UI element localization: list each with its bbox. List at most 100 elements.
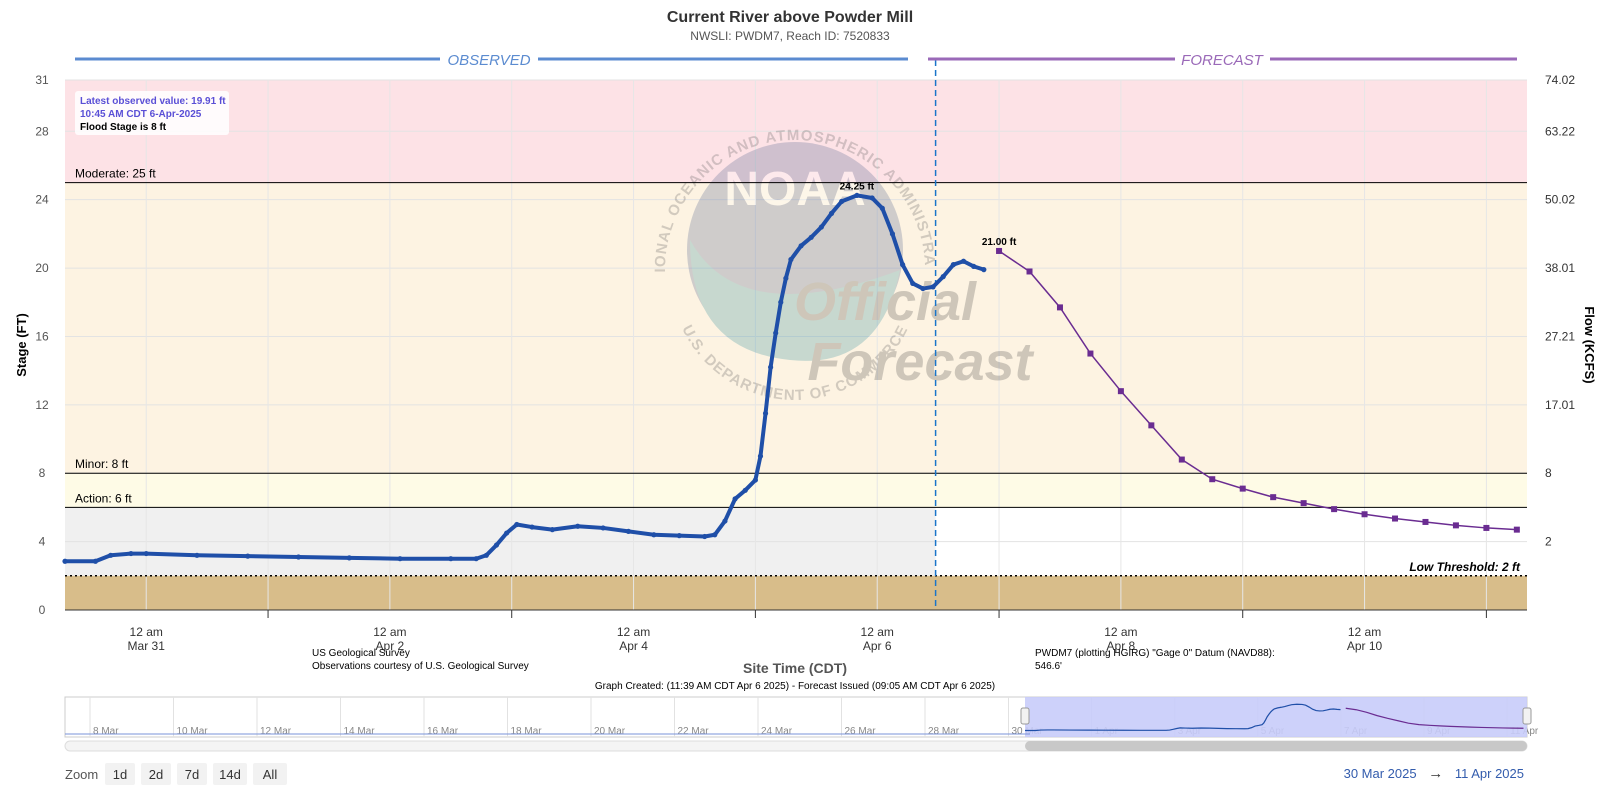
forecast-point-0 <box>996 247 1003 254</box>
observed-point-33 <box>778 299 784 305</box>
forecast-point-4 <box>1117 388 1124 395</box>
y-left-tick-28: 28 <box>35 124 49 138</box>
nav-label-9: 26 Mar <box>845 726 877 737</box>
x-tick-label-1-date: Apr 2 <box>376 639 405 653</box>
datum-note-2: 546.6' <box>1035 661 1062 672</box>
nav-label-8: 24 Mar <box>761 726 793 737</box>
x-tick-label-4-time: 12 am <box>1104 625 1137 639</box>
nav-label-2: 12 Mar <box>260 726 292 737</box>
zoom-button-label-All[interactable]: All <box>263 767 278 782</box>
usgs-credit-1: US Geological Survey <box>312 648 410 659</box>
y-left-tick-8: 8 <box>39 466 46 480</box>
range-from[interactable]: 30 Mar 2025 <box>1344 766 1417 781</box>
zoom-button-label-1d[interactable]: 1d <box>113 767 127 782</box>
observed-point-38 <box>818 224 824 230</box>
observed-point-24 <box>712 532 718 538</box>
threshold-lines: Moderate: 25 ft Minor: 8 ft Action: 6 ft… <box>65 167 1527 577</box>
navigator-selection[interactable] <box>1025 697 1527 737</box>
observed-point-1 <box>92 558 99 564</box>
range-to[interactable]: 11 Apr 2025 <box>1455 766 1524 781</box>
x-tick-label-0-time: 12 am <box>130 625 163 639</box>
tooltip-line3: Flood Stage is 8 ft <box>80 122 167 133</box>
y-axis-left-title: Stage (FT) <box>14 313 29 377</box>
y-left-tick-4: 4 <box>39 535 46 549</box>
observed-point-40 <box>839 198 845 204</box>
forecast-point-10 <box>1300 500 1307 507</box>
observed-point-5 <box>194 552 200 558</box>
datum-note-1: PWDM7 (plotting HGIRG) "Gage 0" Datum (N… <box>1035 648 1275 659</box>
navigator[interactable]: 8 Mar 10 Mar 12 Mar 14 Mar 16 Mar 18 Mar 20 Ma… <box>64 696 1539 752</box>
observed-point-18 <box>575 523 581 529</box>
y-right-tick-8: 8 <box>1545 466 1552 480</box>
date-range-display[interactable]: 30 Mar 2025 → 11 Apr 2025 <box>1344 765 1524 782</box>
zoom-button-label-2d[interactable]: 2d <box>149 767 163 782</box>
observed-point-25 <box>722 518 728 524</box>
observed-point-9 <box>397 556 403 562</box>
observed-point-30 <box>762 410 769 416</box>
observed-point-16 <box>529 524 535 530</box>
observed-point-39 <box>828 210 835 216</box>
navigator-scrollbar-thumb[interactable] <box>1025 741 1527 751</box>
observed-point-21 <box>651 532 657 538</box>
navigator-handle-right[interactable] <box>1522 707 1532 725</box>
zoom-button-14d[interactable]: 14d <box>213 763 247 785</box>
x-tick-label-4-date: Apr 8 <box>1107 639 1136 653</box>
observed-point-8 <box>346 555 352 561</box>
observed-point-42 <box>869 195 875 201</box>
y-left-tick-12: 12 <box>35 398 49 412</box>
chart-title: Current River above Powder Mill <box>667 9 913 26</box>
watermark-center: NOAA <box>724 163 865 216</box>
minor-threshold-label: Minor: 8 ft <box>75 457 129 471</box>
nav-label-6: 20 Mar <box>594 726 626 737</box>
x-tick-label-2-date: Apr 4 <box>619 639 648 653</box>
forecast-point-13 <box>1392 515 1399 522</box>
forecast-point-12 <box>1361 511 1368 518</box>
forecast-point-5 <box>1148 422 1155 429</box>
tooltip-line1: Latest observed value: 19.91 ft <box>80 96 226 107</box>
y-right-tick-27.21: 27.21 <box>1545 329 1575 343</box>
forecast-point-9 <box>1270 494 1277 501</box>
forecast-point-6 <box>1178 456 1185 463</box>
observed-point-45 <box>900 262 906 268</box>
action-zone <box>65 473 1527 508</box>
observed-point-4 <box>143 550 149 557</box>
zoom-button-bg-1d <box>105 763 135 785</box>
nav-label-7: 22 Mar <box>678 726 710 737</box>
zoom-button-All[interactable]: All <box>253 763 287 785</box>
zoom-button-7d[interactable]: 7d <box>177 763 207 785</box>
latest-value-tooltip: Latest observed value: 19.91 ft 10:45 AM… <box>75 91 229 135</box>
forecast-point-14 <box>1422 518 1429 525</box>
observed-point-36 <box>798 243 804 249</box>
zoom-button-label-14d[interactable]: 14d <box>219 767 241 782</box>
action-threshold-label: Action: 6 ft <box>75 491 132 505</box>
y-right-tick-17.01: 17.01 <box>1545 398 1575 412</box>
observed-point-10 <box>448 556 454 562</box>
forecast-point-1 <box>1026 268 1033 275</box>
zoom-button-1d[interactable]: 1d <box>105 763 135 785</box>
observed-point-26 <box>732 496 738 502</box>
observed-point-47 <box>920 285 926 292</box>
observed-point-12 <box>483 552 489 558</box>
observed-point-28 <box>752 477 758 483</box>
observed-point-44 <box>889 231 896 237</box>
forecast-point-17 <box>1513 526 1520 533</box>
forecast-point-16 <box>1483 524 1490 531</box>
nav-label-1: 10 Mar <box>177 726 209 737</box>
zoom-controls: Zoom 1d 2d 7d 14d All <box>65 763 287 785</box>
observed-point-0 <box>62 558 68 564</box>
zoom-label: Zoom <box>65 767 98 782</box>
observed-point-37 <box>808 234 814 240</box>
forecast-peak-label: 21.00 ft <box>982 237 1017 248</box>
observed-point-49 <box>940 274 946 280</box>
flood-zones <box>65 80 1527 610</box>
observed-point-53 <box>981 267 987 273</box>
x-tick-label-5-time: 12 am <box>1348 625 1381 639</box>
zoom-button-label-7d[interactable]: 7d <box>185 767 199 782</box>
observed-series-line <box>63 193 986 564</box>
noaa-logo-icon <box>687 142 903 358</box>
navigator-handle-left[interactable] <box>1020 707 1030 725</box>
zoom-button-group: 1d 2d 7d 14d All <box>105 763 287 785</box>
y-left-tick-16: 16 <box>35 329 49 343</box>
zoom-button-2d[interactable]: 2d <box>141 763 171 785</box>
